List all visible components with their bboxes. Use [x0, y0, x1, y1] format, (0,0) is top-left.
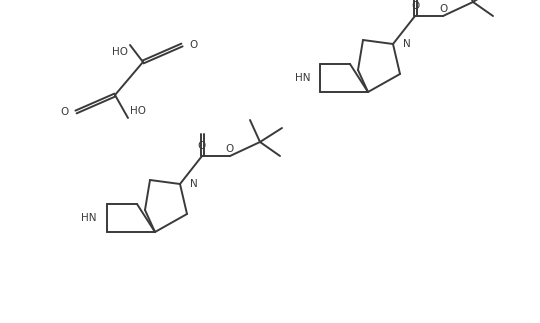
Text: O: O — [226, 144, 234, 154]
Text: HN: HN — [294, 73, 310, 83]
Text: O: O — [411, 1, 419, 11]
Text: N: N — [403, 39, 411, 49]
Text: O: O — [198, 141, 206, 151]
Text: O: O — [60, 107, 69, 117]
Text: O: O — [189, 40, 197, 50]
Text: N: N — [190, 179, 198, 189]
Text: HO: HO — [112, 47, 128, 57]
Text: HN: HN — [82, 213, 97, 223]
Text: O: O — [439, 4, 447, 14]
Text: HO: HO — [130, 106, 146, 116]
